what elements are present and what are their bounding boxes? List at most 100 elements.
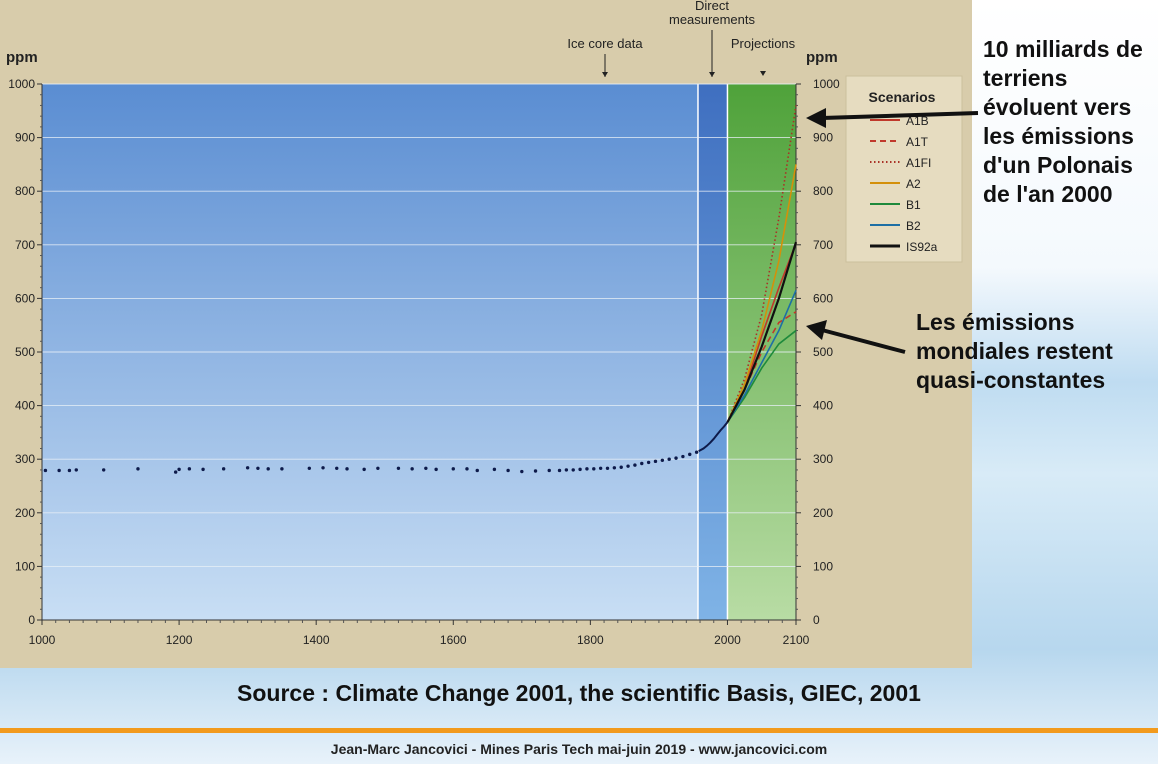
ice-core-point bbox=[674, 456, 678, 460]
y-tick-label-right: 100 bbox=[813, 559, 833, 573]
y-tick-label-left: 800 bbox=[15, 184, 35, 198]
legend-label-b1: B1 bbox=[906, 198, 921, 212]
ice-core-point bbox=[434, 467, 438, 472]
y-tick-label-right: 800 bbox=[813, 184, 833, 198]
ice-core-point bbox=[57, 468, 61, 473]
ice-core-point bbox=[688, 452, 692, 457]
period-label-1-line2: measurements bbox=[669, 12, 755, 27]
ice-core-point bbox=[564, 468, 569, 472]
ice-core-point bbox=[475, 468, 479, 473]
ice-core-point bbox=[280, 467, 284, 471]
ice-core-point bbox=[396, 466, 401, 471]
ice-core-point bbox=[605, 466, 610, 471]
ice-core-point bbox=[101, 468, 106, 472]
ice-core-point bbox=[640, 461, 644, 466]
ice-core-point bbox=[557, 468, 562, 473]
y-tick-label-left: 400 bbox=[15, 399, 35, 413]
y-axis-label-left: ppm bbox=[6, 49, 38, 66]
ice-core-point bbox=[376, 466, 380, 471]
ice-core-point bbox=[660, 458, 665, 462]
footer-text: Jean-Marc Jancovici - Mines Paris Tech m… bbox=[330, 741, 828, 757]
period-arrow-head-2 bbox=[760, 71, 766, 76]
ice-core-point bbox=[67, 468, 72, 473]
ice-core-point bbox=[43, 468, 48, 473]
ice-core-point bbox=[345, 467, 349, 471]
y-tick-label-right: 300 bbox=[813, 452, 833, 466]
series-line-a1fi bbox=[726, 105, 797, 423]
ice-core-point bbox=[646, 460, 651, 465]
y-tick-label-right: 200 bbox=[813, 506, 833, 520]
x-tick-label: 1800 bbox=[577, 633, 604, 647]
x-tick-label: 2100 bbox=[783, 633, 810, 647]
y-tick-label-right: 500 bbox=[813, 345, 833, 359]
ice-core-point bbox=[694, 450, 699, 454]
ice-core-point bbox=[410, 467, 414, 471]
ice-core-point bbox=[201, 467, 205, 472]
ice-core-point bbox=[335, 466, 339, 471]
ice-core-point bbox=[626, 464, 630, 468]
ice-core-point bbox=[307, 466, 312, 471]
annotation-top: 10 milliards de terriens évoluent vers l… bbox=[983, 36, 1143, 207]
ice-core-point bbox=[266, 467, 270, 471]
ice-core-point bbox=[612, 466, 617, 470]
y-tick-label-right: 900 bbox=[813, 131, 833, 145]
legend-label-is92a: IS92a bbox=[906, 240, 938, 254]
ice-core-point bbox=[362, 467, 366, 472]
ice-core-point bbox=[598, 466, 603, 471]
ice-core-point bbox=[619, 465, 623, 469]
y-tick-label-left: 0 bbox=[28, 613, 35, 627]
series-line-a2 bbox=[726, 164, 797, 423]
ice-core-point bbox=[547, 468, 551, 473]
series-line-b1 bbox=[726, 329, 797, 423]
ice-core-point bbox=[136, 467, 140, 471]
y-axis-label-right: ppm bbox=[806, 49, 838, 66]
x-tick-label: 1200 bbox=[166, 633, 193, 647]
y-tick-label-left: 300 bbox=[15, 452, 35, 466]
period-label-2: Projections bbox=[731, 36, 796, 51]
y-tick-label-right: 1000 bbox=[813, 77, 840, 91]
series-line-b2 bbox=[726, 290, 797, 423]
y-tick-label-left: 700 bbox=[15, 238, 35, 252]
series-line-is92a bbox=[726, 241, 798, 423]
chart-panel: 0 0 100 100 200 200 300 300 400 400 500 500 600 600 70… bbox=[0, 0, 972, 668]
x-tick-label: 1000 bbox=[29, 633, 56, 647]
x-tick-label: 1600 bbox=[440, 633, 467, 647]
ice-core-point bbox=[256, 466, 260, 471]
period-label-0: Ice core data bbox=[567, 36, 643, 51]
ice-core-point bbox=[465, 467, 469, 471]
annotation-bottom: Les émissions mondiales restent quasi-co… bbox=[916, 309, 1113, 393]
ice-core-point bbox=[585, 467, 589, 471]
ice-core-point bbox=[681, 454, 685, 459]
ice-core-point bbox=[187, 467, 192, 471]
legend-title: Scenarios bbox=[869, 89, 936, 105]
y-tick-label-left: 100 bbox=[15, 559, 35, 573]
x-tick-label: 2000 bbox=[714, 633, 741, 647]
ice-core-point bbox=[520, 469, 524, 474]
ice-core-point bbox=[451, 467, 455, 471]
y-tick-label-right: 0 bbox=[813, 613, 820, 627]
y-tick-label-left: 500 bbox=[15, 345, 35, 359]
ice-core-point bbox=[533, 469, 538, 473]
legend-label-a1fi: A1FI bbox=[906, 156, 931, 170]
x-tick-label: 1400 bbox=[303, 633, 330, 647]
legend-label-a1b: A1B bbox=[906, 114, 929, 128]
co2-chart: 0 0 100 100 200 200 300 300 400 400 500 500 600 600 70… bbox=[6, 0, 963, 647]
y-tick-label-right: 400 bbox=[813, 399, 833, 413]
ice-core-point bbox=[221, 467, 226, 471]
ice-core-point bbox=[571, 468, 575, 472]
ice-core-point bbox=[173, 470, 178, 474]
footer-rule bbox=[0, 728, 1158, 733]
period-label-1-line1: Direct bbox=[695, 0, 729, 13]
y-tick-label-right: 700 bbox=[813, 238, 833, 252]
ice-core-point bbox=[506, 468, 510, 473]
y-tick-label-left: 1000 bbox=[8, 77, 35, 91]
ice-core-point bbox=[592, 467, 596, 471]
ice-core-point bbox=[633, 463, 637, 467]
y-tick-label-left: 900 bbox=[15, 131, 35, 145]
y-tick-label-left: 200 bbox=[15, 506, 35, 520]
ice-core-point bbox=[667, 457, 671, 461]
period-arrow-head-1 bbox=[709, 72, 715, 77]
ice-core-point bbox=[578, 467, 582, 472]
measured-line bbox=[698, 421, 729, 453]
legend-label-b2: B2 bbox=[906, 219, 921, 233]
